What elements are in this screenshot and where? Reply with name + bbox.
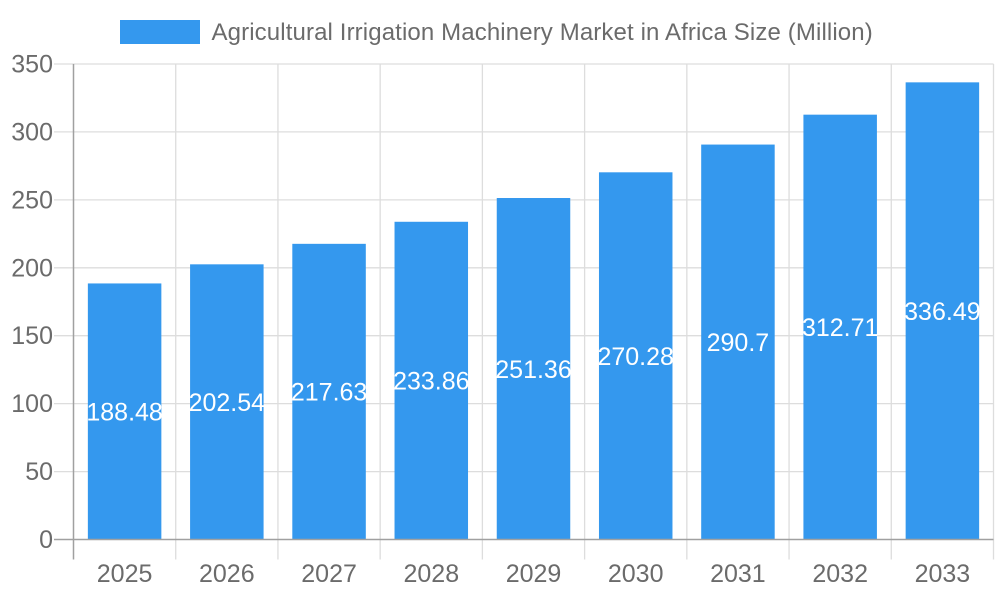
svg-text:150: 150 bbox=[11, 322, 53, 350]
svg-text:Agricultural Irrigation Machin: Agricultural Irrigation Machinery Market… bbox=[212, 19, 873, 46]
svg-text:233.86: 233.86 bbox=[393, 368, 469, 396]
svg-text:251.36: 251.36 bbox=[495, 356, 571, 384]
svg-text:2030: 2030 bbox=[608, 560, 664, 588]
svg-text:188.48: 188.48 bbox=[86, 399, 162, 427]
svg-text:217.63: 217.63 bbox=[291, 379, 367, 407]
svg-text:2025: 2025 bbox=[97, 560, 153, 588]
svg-text:336.49: 336.49 bbox=[904, 298, 980, 326]
svg-text:2031: 2031 bbox=[710, 560, 766, 588]
svg-text:2028: 2028 bbox=[403, 560, 459, 588]
svg-text:2026: 2026 bbox=[199, 560, 255, 588]
svg-text:202.54: 202.54 bbox=[189, 389, 266, 417]
svg-text:270.28: 270.28 bbox=[597, 343, 673, 371]
svg-text:200: 200 bbox=[11, 254, 53, 282]
svg-text:350: 350 bbox=[11, 51, 53, 79]
svg-text:50: 50 bbox=[25, 458, 53, 486]
svg-text:312.71: 312.71 bbox=[802, 314, 878, 342]
svg-text:100: 100 bbox=[11, 390, 53, 418]
svg-text:300: 300 bbox=[11, 118, 53, 146]
svg-text:250: 250 bbox=[11, 186, 53, 214]
svg-text:2029: 2029 bbox=[506, 560, 562, 588]
svg-text:2027: 2027 bbox=[301, 560, 357, 588]
svg-text:290.7: 290.7 bbox=[707, 329, 770, 357]
svg-text:2033: 2033 bbox=[915, 560, 971, 588]
svg-text:0: 0 bbox=[39, 526, 53, 554]
svg-text:2032: 2032 bbox=[812, 560, 868, 588]
